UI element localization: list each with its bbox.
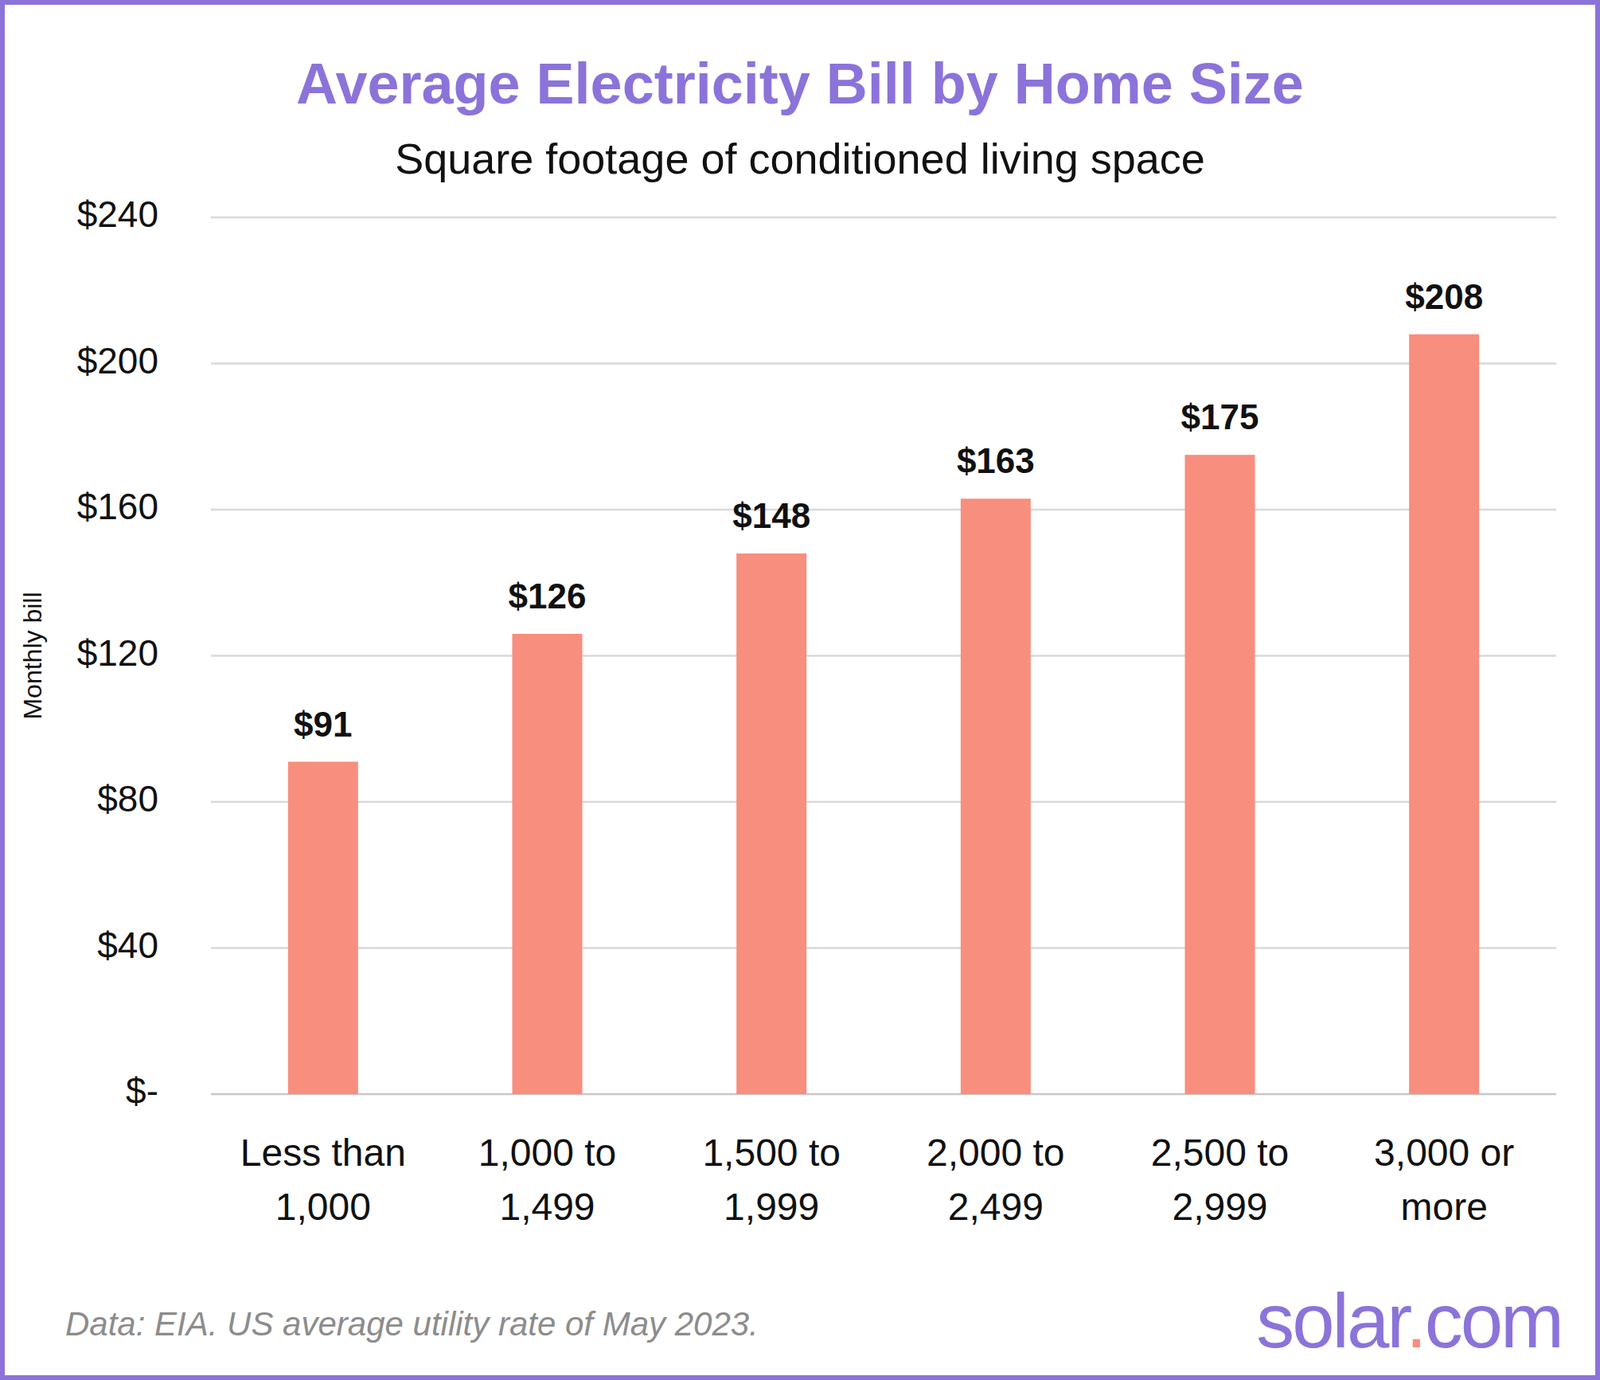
y-tick-label: $120: [77, 632, 159, 674]
frame: [2, 2, 1598, 1378]
chart: Average Electricity Bill by Home Size Squ…: [0, 0, 1600, 1380]
y-tick-label: $80: [97, 777, 159, 820]
x-tick-label: 2,000 to2,499: [926, 1131, 1065, 1228]
data-label: $163: [956, 440, 1035, 480]
subtitle: Square footage of conditioned living spa…: [394, 134, 1206, 183]
data-label: $126: [508, 576, 587, 616]
bar: [736, 553, 807, 1094]
grid-line: [210, 508, 1557, 512]
source-note: Data: EIA. US average utility rate of Ma…: [65, 1304, 759, 1343]
data-label: $175: [1181, 397, 1260, 437]
bar: [1408, 334, 1480, 1094]
y-tick-label: $160: [77, 485, 159, 527]
x-tick-label: 2,500 to2,999: [1151, 1131, 1289, 1228]
y-tick-label: $200: [77, 339, 159, 382]
logo: solar.com: [1256, 1277, 1562, 1363]
grid-line: [210, 800, 1557, 804]
x-tick-label: 3,000 ormore: [1373, 1131, 1515, 1228]
grid-line: [210, 362, 1557, 365]
grid-line: [210, 654, 1557, 657]
x-tick-label: Less than1,000: [240, 1131, 406, 1228]
x-tick-label: 1,000 to1,499: [478, 1131, 617, 1228]
y-tick-label: $240: [77, 193, 159, 235]
y-axis-label: Monthly bill: [18, 591, 47, 719]
bar: [1185, 454, 1256, 1094]
grid-line: [210, 946, 1557, 949]
data-label: $208: [1404, 277, 1483, 317]
bar: [512, 633, 583, 1094]
bars: [288, 334, 1480, 1094]
title: Average Electricity Bill by Home Size: [296, 51, 1304, 116]
grid-line: [210, 216, 1557, 219]
bar: [960, 498, 1031, 1094]
x-tick-label: 1,500 to1,999: [702, 1131, 840, 1228]
y-tick-label: $-: [125, 1069, 159, 1112]
data-label: $148: [732, 495, 811, 535]
y-tick-label: $40: [97, 924, 159, 966]
grid-line: [210, 1092, 1557, 1096]
bar: [288, 761, 359, 1094]
data-label: $91: [293, 704, 352, 744]
